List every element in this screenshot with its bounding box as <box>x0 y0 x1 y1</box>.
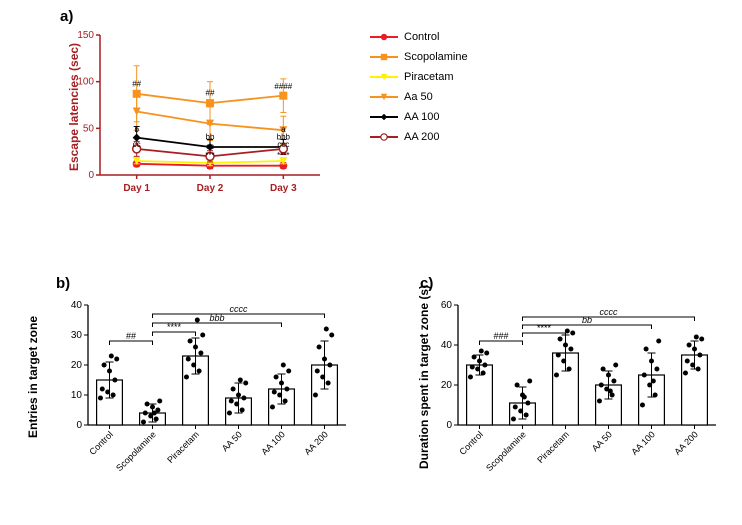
svg-text:cccc: cccc <box>600 307 619 317</box>
svg-text:AA 200: AA 200 <box>302 429 330 457</box>
svg-text:cc: cc <box>133 140 141 149</box>
svg-text:20: 20 <box>441 380 453 391</box>
svg-text:AA 100: AA 100 <box>629 429 657 457</box>
svg-text:cccc: cccc <box>230 304 249 314</box>
svg-text:cc: cc <box>206 142 214 151</box>
svg-text:AA 50: AA 50 <box>220 429 244 453</box>
svg-text:0: 0 <box>76 420 82 431</box>
legend-label: Control <box>404 31 439 43</box>
svg-text:50: 50 <box>83 123 95 134</box>
svg-text:0: 0 <box>446 420 452 431</box>
svg-text:30: 30 <box>71 330 83 341</box>
svg-text:10: 10 <box>71 390 83 401</box>
svg-text:ccc: ccc <box>277 140 289 149</box>
svg-text:Day 3: Day 3 <box>270 183 297 194</box>
svg-text:AA 100: AA 100 <box>259 429 287 457</box>
chart-a: 050100150Day 1Day 2Day 3########bcccbbcc… <box>70 25 330 205</box>
svg-text:Piracetam: Piracetam <box>535 429 571 465</box>
svg-text:##: ## <box>126 331 136 341</box>
svg-text:##: ## <box>132 79 141 88</box>
legend-label: Piracetam <box>404 71 454 83</box>
svg-text:****: **** <box>277 151 289 160</box>
svg-text:Day 2: Day 2 <box>197 183 224 194</box>
svg-text:Control: Control <box>457 429 485 457</box>
svg-text:###: ### <box>493 331 508 341</box>
panel-a-label: a) <box>60 8 73 25</box>
svg-text:Scopolamine: Scopolamine <box>114 429 158 473</box>
legend-item: AA 100 <box>370 110 468 124</box>
svg-text:Day 1: Day 1 <box>123 183 150 194</box>
svg-text:0: 0 <box>88 170 94 181</box>
svg-text:##: ## <box>206 89 215 98</box>
svg-text:***: *** <box>205 151 214 160</box>
legend-item: Piracetam <box>370 70 468 84</box>
svg-text:40: 40 <box>441 340 453 351</box>
legend-item: Scopolamine <box>370 50 468 64</box>
legend-label: Scopolamine <box>404 51 468 63</box>
legend: Control Scopolamine Piracetam Aa 50 AA 100 AA… <box>370 30 468 150</box>
chart-b: 0 10 20 30 40 ControlScopolaminePiracetam AA 5… <box>62 290 352 470</box>
chart-c: 0 20 40 60 ControlScopolaminePiracetam AA 50 A… <box>432 290 722 470</box>
svg-text:####: #### <box>274 82 292 91</box>
legend-item: Control <box>370 30 468 44</box>
svg-text:Control: Control <box>87 429 115 457</box>
legend-label: AA 100 <box>404 111 439 123</box>
chart-c-ylabel: Duration spent in target zone (s) <box>417 285 431 469</box>
svg-text:Piracetam: Piracetam <box>165 429 201 465</box>
svg-text:AA 200: AA 200 <box>672 429 700 457</box>
chart-b-ylabel: Entries in target zone <box>26 316 40 438</box>
legend-label: AA 200 <box>404 131 439 143</box>
chart-a-ylabel: Escape latencies (sec) <box>67 43 81 171</box>
svg-text:Scopolamine: Scopolamine <box>484 429 528 473</box>
svg-text:bb: bb <box>206 133 215 142</box>
svg-text:AA 50: AA 50 <box>590 429 614 453</box>
svg-text:150: 150 <box>77 30 94 41</box>
svg-text:40: 40 <box>71 300 83 311</box>
legend-item: AA 200 <box>370 130 468 144</box>
svg-text:60: 60 <box>441 300 453 311</box>
legend-item: Aa 50 <box>370 90 468 104</box>
svg-text:20: 20 <box>71 360 83 371</box>
legend-label: Aa 50 <box>404 91 433 103</box>
